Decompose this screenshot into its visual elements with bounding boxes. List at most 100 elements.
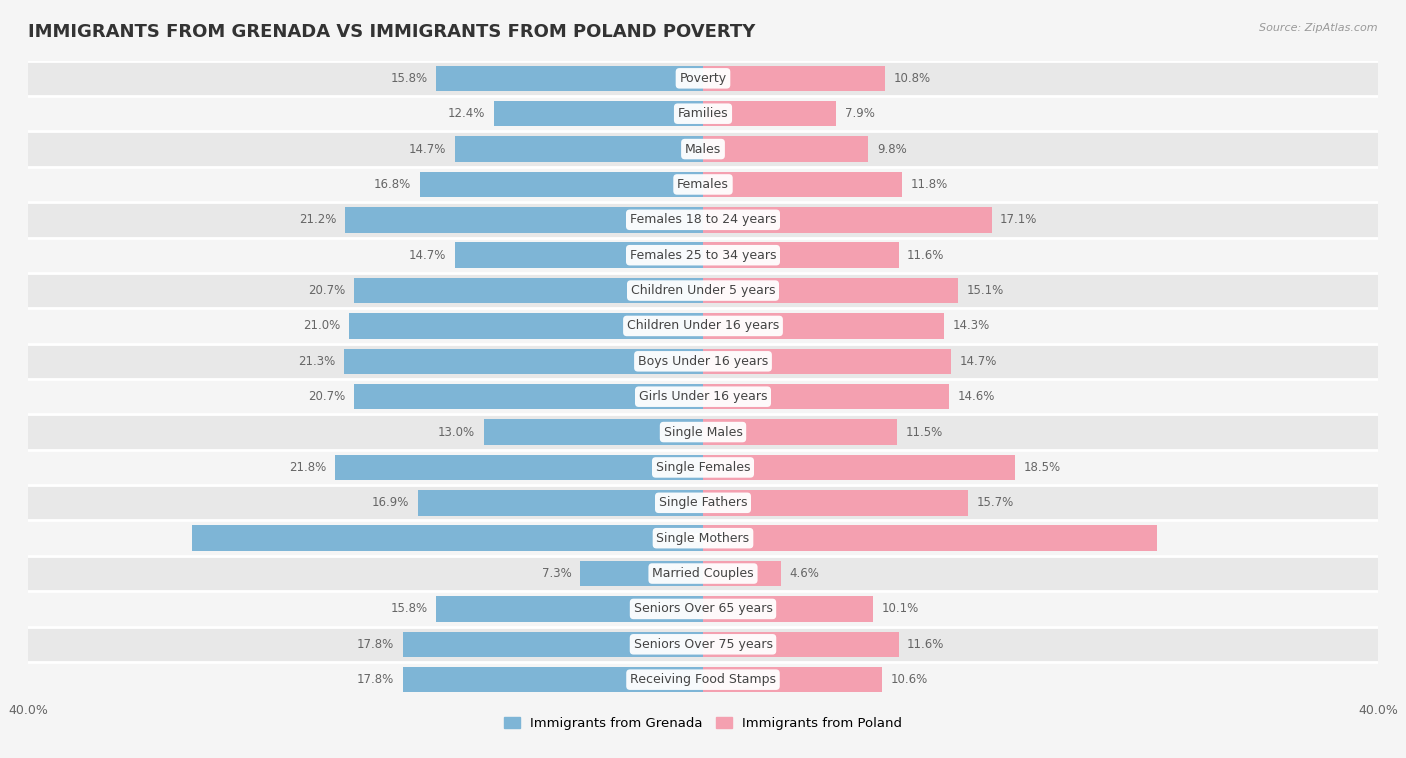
- Text: 11.6%: 11.6%: [907, 249, 945, 262]
- Text: Married Couples: Married Couples: [652, 567, 754, 580]
- Text: IMMIGRANTS FROM GRENADA VS IMMIGRANTS FROM POLAND POVERTY: IMMIGRANTS FROM GRENADA VS IMMIGRANTS FR…: [28, 23, 755, 41]
- Bar: [703, 101, 837, 127]
- Text: 13.0%: 13.0%: [439, 425, 475, 439]
- Bar: [28, 237, 1378, 273]
- Bar: [703, 278, 957, 303]
- Bar: [28, 309, 1378, 343]
- Bar: [28, 96, 1378, 131]
- Text: 20.7%: 20.7%: [308, 284, 346, 297]
- Text: 18.5%: 18.5%: [1024, 461, 1060, 474]
- Text: Females 18 to 24 years: Females 18 to 24 years: [630, 213, 776, 227]
- Text: Single Males: Single Males: [664, 425, 742, 439]
- Text: 11.6%: 11.6%: [907, 637, 945, 651]
- Bar: [703, 172, 903, 197]
- Text: Single Females: Single Females: [655, 461, 751, 474]
- Bar: [28, 202, 1378, 237]
- Text: 15.8%: 15.8%: [391, 72, 427, 85]
- Text: Receiving Food Stamps: Receiving Food Stamps: [630, 673, 776, 686]
- Bar: [28, 627, 1378, 662]
- Bar: [436, 66, 703, 91]
- Bar: [703, 207, 991, 233]
- Bar: [191, 525, 703, 551]
- Text: Source: ZipAtlas.com: Source: ZipAtlas.com: [1260, 23, 1378, 33]
- Text: Females 25 to 34 years: Females 25 to 34 years: [630, 249, 776, 262]
- Text: 21.2%: 21.2%: [299, 213, 337, 227]
- Text: 10.6%: 10.6%: [890, 673, 928, 686]
- Text: Children Under 5 years: Children Under 5 years: [631, 284, 775, 297]
- Text: 14.7%: 14.7%: [409, 143, 447, 155]
- Text: 11.5%: 11.5%: [905, 425, 942, 439]
- Text: 7.9%: 7.9%: [845, 107, 875, 121]
- Text: 15.1%: 15.1%: [966, 284, 1004, 297]
- Bar: [28, 61, 1378, 96]
- Bar: [703, 631, 898, 657]
- Bar: [28, 449, 1378, 485]
- Text: Seniors Over 65 years: Seniors Over 65 years: [634, 603, 772, 615]
- Bar: [703, 525, 1157, 551]
- Text: 7.3%: 7.3%: [541, 567, 571, 580]
- Text: Boys Under 16 years: Boys Under 16 years: [638, 355, 768, 368]
- Text: Males: Males: [685, 143, 721, 155]
- Bar: [28, 343, 1378, 379]
- Text: Females: Females: [678, 178, 728, 191]
- Bar: [436, 597, 703, 622]
- Bar: [703, 561, 780, 586]
- Text: 12.4%: 12.4%: [449, 107, 485, 121]
- Text: 17.8%: 17.8%: [357, 673, 394, 686]
- Bar: [28, 485, 1378, 521]
- Text: 17.1%: 17.1%: [1000, 213, 1038, 227]
- Bar: [484, 419, 703, 445]
- Bar: [354, 384, 703, 409]
- Text: 15.8%: 15.8%: [391, 603, 427, 615]
- Bar: [335, 455, 703, 480]
- Text: Poverty: Poverty: [679, 72, 727, 85]
- Bar: [703, 597, 873, 622]
- Text: 15.7%: 15.7%: [976, 496, 1014, 509]
- Bar: [703, 136, 869, 161]
- Text: 9.8%: 9.8%: [877, 143, 907, 155]
- Bar: [703, 667, 882, 692]
- Text: Girls Under 16 years: Girls Under 16 years: [638, 390, 768, 403]
- Text: 16.9%: 16.9%: [373, 496, 409, 509]
- Text: 14.3%: 14.3%: [953, 319, 990, 333]
- Text: 14.7%: 14.7%: [959, 355, 997, 368]
- Text: 21.3%: 21.3%: [298, 355, 335, 368]
- Bar: [703, 243, 898, 268]
- Bar: [28, 415, 1378, 449]
- Text: Single Mothers: Single Mothers: [657, 531, 749, 545]
- Text: Single Fathers: Single Fathers: [659, 496, 747, 509]
- Text: 14.7%: 14.7%: [409, 249, 447, 262]
- Bar: [28, 662, 1378, 697]
- Text: 10.8%: 10.8%: [894, 72, 931, 85]
- Text: Families: Families: [678, 107, 728, 121]
- Bar: [346, 207, 703, 233]
- Bar: [703, 313, 945, 339]
- Legend: Immigrants from Grenada, Immigrants from Poland: Immigrants from Grenada, Immigrants from…: [499, 711, 907, 735]
- Bar: [494, 101, 703, 127]
- Bar: [349, 313, 703, 339]
- Bar: [703, 384, 949, 409]
- Text: 16.8%: 16.8%: [374, 178, 411, 191]
- Bar: [418, 490, 703, 515]
- Bar: [28, 379, 1378, 415]
- Text: 30.3%: 30.3%: [686, 531, 727, 545]
- Bar: [28, 556, 1378, 591]
- Bar: [28, 591, 1378, 627]
- Bar: [703, 349, 950, 374]
- Bar: [456, 243, 703, 268]
- Bar: [28, 521, 1378, 556]
- Bar: [402, 667, 703, 692]
- Bar: [456, 136, 703, 161]
- Bar: [579, 561, 703, 586]
- Text: Children Under 16 years: Children Under 16 years: [627, 319, 779, 333]
- Bar: [419, 172, 703, 197]
- Bar: [28, 273, 1378, 309]
- Text: 10.1%: 10.1%: [882, 603, 920, 615]
- Text: 17.8%: 17.8%: [357, 637, 394, 651]
- Text: 26.9%: 26.9%: [679, 531, 720, 545]
- Text: 21.8%: 21.8%: [290, 461, 326, 474]
- Text: 21.0%: 21.0%: [304, 319, 340, 333]
- Bar: [354, 278, 703, 303]
- Bar: [28, 167, 1378, 202]
- Bar: [703, 66, 886, 91]
